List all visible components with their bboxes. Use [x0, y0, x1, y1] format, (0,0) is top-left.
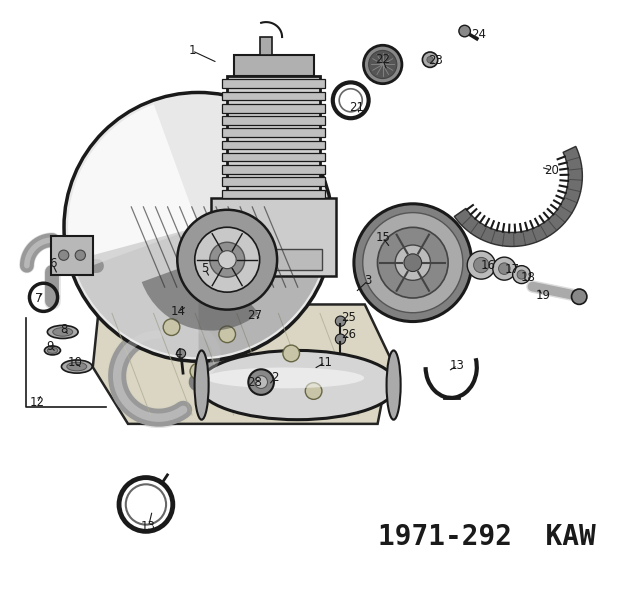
Ellipse shape	[47, 325, 78, 338]
Bar	[211, 198, 336, 276]
Polygon shape	[93, 304, 390, 424]
Text: 16: 16	[480, 259, 495, 272]
Circle shape	[177, 349, 186, 358]
Text: 13: 13	[450, 359, 465, 372]
Text: 18: 18	[520, 271, 536, 284]
Ellipse shape	[198, 350, 397, 420]
Text: 2: 2	[271, 371, 279, 384]
Text: 20: 20	[544, 164, 559, 177]
Bar	[260, 37, 273, 55]
Text: 1: 1	[188, 44, 196, 57]
Circle shape	[255, 376, 268, 389]
Text: 23: 23	[428, 54, 443, 67]
Circle shape	[305, 383, 322, 399]
Circle shape	[335, 334, 346, 344]
Circle shape	[572, 289, 587, 304]
Wedge shape	[72, 227, 198, 357]
Text: 13: 13	[141, 520, 156, 533]
Text: 17: 17	[504, 263, 520, 276]
Text: 6: 6	[49, 257, 56, 270]
Text: 28: 28	[247, 376, 262, 389]
Circle shape	[378, 227, 448, 298]
Text: 25: 25	[341, 311, 356, 324]
Ellipse shape	[387, 350, 401, 420]
Text: 22: 22	[375, 53, 390, 66]
Text: 11: 11	[317, 356, 333, 369]
Circle shape	[335, 316, 346, 327]
Circle shape	[422, 52, 438, 67]
Circle shape	[513, 266, 531, 284]
Circle shape	[76, 250, 86, 260]
Ellipse shape	[205, 368, 364, 388]
Bar	[234, 55, 314, 76]
Text: 26: 26	[341, 328, 356, 341]
Text: 14: 14	[170, 305, 186, 318]
Text: 1971-292  KAW: 1971-292 KAW	[378, 524, 595, 551]
Circle shape	[248, 370, 274, 395]
Circle shape	[427, 57, 433, 63]
Text: 8: 8	[60, 323, 68, 336]
Bar	[222, 190, 325, 198]
Text: 4: 4	[174, 347, 182, 360]
Ellipse shape	[61, 360, 92, 373]
Circle shape	[499, 263, 510, 275]
Text: 24: 24	[471, 28, 486, 41]
Bar	[274, 249, 322, 270]
Ellipse shape	[47, 347, 58, 353]
Bar	[222, 153, 325, 161]
Bar	[222, 104, 325, 112]
Bar	[227, 76, 320, 198]
Circle shape	[190, 363, 207, 380]
Circle shape	[195, 227, 260, 292]
Circle shape	[59, 250, 69, 260]
Text: 9: 9	[46, 340, 54, 353]
Bar	[222, 116, 325, 125]
Circle shape	[517, 270, 526, 279]
Text: 10: 10	[68, 356, 83, 369]
Text: 3: 3	[364, 274, 372, 287]
Wedge shape	[198, 227, 321, 357]
Circle shape	[363, 213, 463, 313]
Circle shape	[467, 251, 495, 279]
Circle shape	[493, 257, 516, 280]
Bar	[222, 128, 325, 137]
Circle shape	[219, 326, 236, 343]
Circle shape	[64, 93, 333, 361]
Circle shape	[283, 345, 300, 362]
Ellipse shape	[52, 328, 73, 336]
Circle shape	[354, 204, 472, 322]
Wedge shape	[141, 257, 259, 331]
Circle shape	[395, 245, 431, 281]
Text: 7: 7	[35, 292, 42, 305]
Bar	[222, 92, 325, 100]
Text: 21: 21	[349, 101, 365, 114]
Circle shape	[404, 254, 422, 272]
Text: 27: 27	[247, 309, 262, 322]
Circle shape	[459, 25, 470, 37]
Wedge shape	[68, 104, 198, 272]
Circle shape	[218, 251, 236, 269]
Bar	[222, 165, 325, 174]
Bar	[51, 236, 93, 275]
Bar	[222, 79, 325, 88]
Text: 5: 5	[201, 262, 209, 275]
Circle shape	[364, 45, 402, 84]
Ellipse shape	[67, 362, 87, 371]
Ellipse shape	[45, 346, 61, 355]
Circle shape	[210, 242, 244, 277]
Ellipse shape	[195, 350, 209, 420]
Circle shape	[177, 210, 277, 310]
Text: 19: 19	[535, 289, 550, 302]
Circle shape	[474, 257, 489, 273]
Bar	[222, 141, 325, 149]
Bar	[222, 177, 325, 186]
Text: 15: 15	[375, 231, 390, 244]
Text: 12: 12	[29, 396, 45, 410]
Circle shape	[369, 50, 397, 79]
Polygon shape	[454, 146, 582, 247]
Circle shape	[163, 319, 180, 336]
